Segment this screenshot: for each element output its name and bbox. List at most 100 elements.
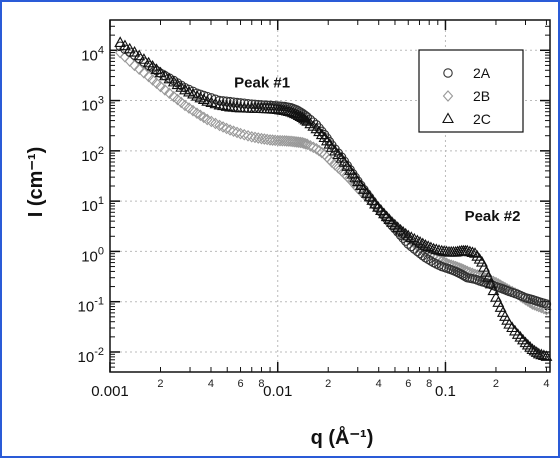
data-point [272,134,283,147]
data-point [224,124,236,136]
data-point [433,253,445,266]
data-point [386,216,398,227]
data-point [433,244,445,255]
data-point [424,241,437,253]
data-point [154,66,167,78]
data-point [138,53,150,64]
legend-marker-triangle [442,112,454,124]
y-tick-labels: 104 103 102 101 100 10-1 10-2 [78,44,104,366]
data-point [431,251,442,264]
x-minor-tick-label: 2 [493,378,499,390]
data-point [217,99,230,111]
data-point [419,239,432,250]
y-tick-label: 104 [81,44,104,64]
data-point [143,70,154,83]
data-point [164,87,175,100]
data-point [231,126,243,139]
data-point [530,346,543,357]
x-minor-tick-label: 4 [208,378,214,390]
x-tick-label: 0.01 [263,383,292,400]
x-tick-label: 0.1 [435,383,456,400]
legend-label: 2A [473,65,491,81]
data-point [426,256,436,266]
data-point [313,125,326,137]
data-point [394,223,407,235]
data-point [521,338,534,350]
legend-label: 2B [473,88,490,104]
data-point [124,55,135,67]
x-minor-tick-label: 2 [325,378,331,390]
data-point [535,348,548,360]
legend: 2A 2B 2C [418,49,524,133]
legend-marker [443,68,453,78]
y-tick-label: 101 [81,195,104,215]
data-point [438,256,450,268]
x-axis-title: q (Å⁻¹) [311,425,374,449]
data-point [228,97,239,107]
data-point [114,46,126,59]
data-point [473,252,486,264]
data-point [123,42,136,54]
series-2C [114,36,553,361]
data-point [235,127,246,140]
data-point [114,36,127,47]
data-point [383,213,396,225]
data-point [155,80,166,93]
data-point [214,119,225,132]
data-point [519,336,532,348]
data-point [380,210,393,222]
data-point [484,277,497,289]
data-point [388,218,401,230]
data-point [408,232,421,244]
data-point [213,98,226,110]
data-point [528,344,541,356]
data-point [397,225,410,237]
x-minor-tick-labels: 2 4 6 8 2 4 6 8 2 4 [157,378,549,390]
data-point [133,49,146,61]
data-point [511,328,524,339]
data-point [315,128,328,140]
legend-marker [442,112,454,124]
data-point [399,227,412,239]
data-point [147,74,158,86]
data-point [537,349,550,361]
data-point [427,242,440,254]
data-point [150,63,163,74]
data-point [269,134,281,147]
x-minor-tick-label: 6 [237,378,243,390]
data-point [311,142,322,155]
data-point [402,229,415,241]
data-point [194,91,207,103]
data-point [313,144,325,157]
data-point [532,347,545,359]
data-point [420,252,431,263]
data-point [299,113,312,125]
data-point [129,59,140,72]
data-point [220,100,233,111]
data-point [214,95,225,106]
data-point [524,341,537,352]
legend-box [418,49,524,133]
data-point [163,72,176,84]
legend-marker [442,90,454,102]
data-point [249,131,261,144]
data-point [463,245,476,257]
data-point [422,240,435,251]
plot-border [109,19,551,373]
data-point [228,125,239,138]
legend-marker-diamond [442,90,454,102]
data-point [242,129,254,142]
y-tick-label: 10-2 [78,346,104,366]
data-point [146,59,159,71]
data-point [142,56,155,68]
annotation-peak-2: Peak #2 [465,208,521,225]
x-minor-tick-label: 6 [405,378,411,390]
data-point [316,146,328,159]
legend-marker-circle [443,68,453,78]
data-point [158,69,171,81]
data-point [487,284,500,296]
axis-ticks [109,19,550,373]
data-point [159,84,171,96]
data-point [482,271,495,282]
